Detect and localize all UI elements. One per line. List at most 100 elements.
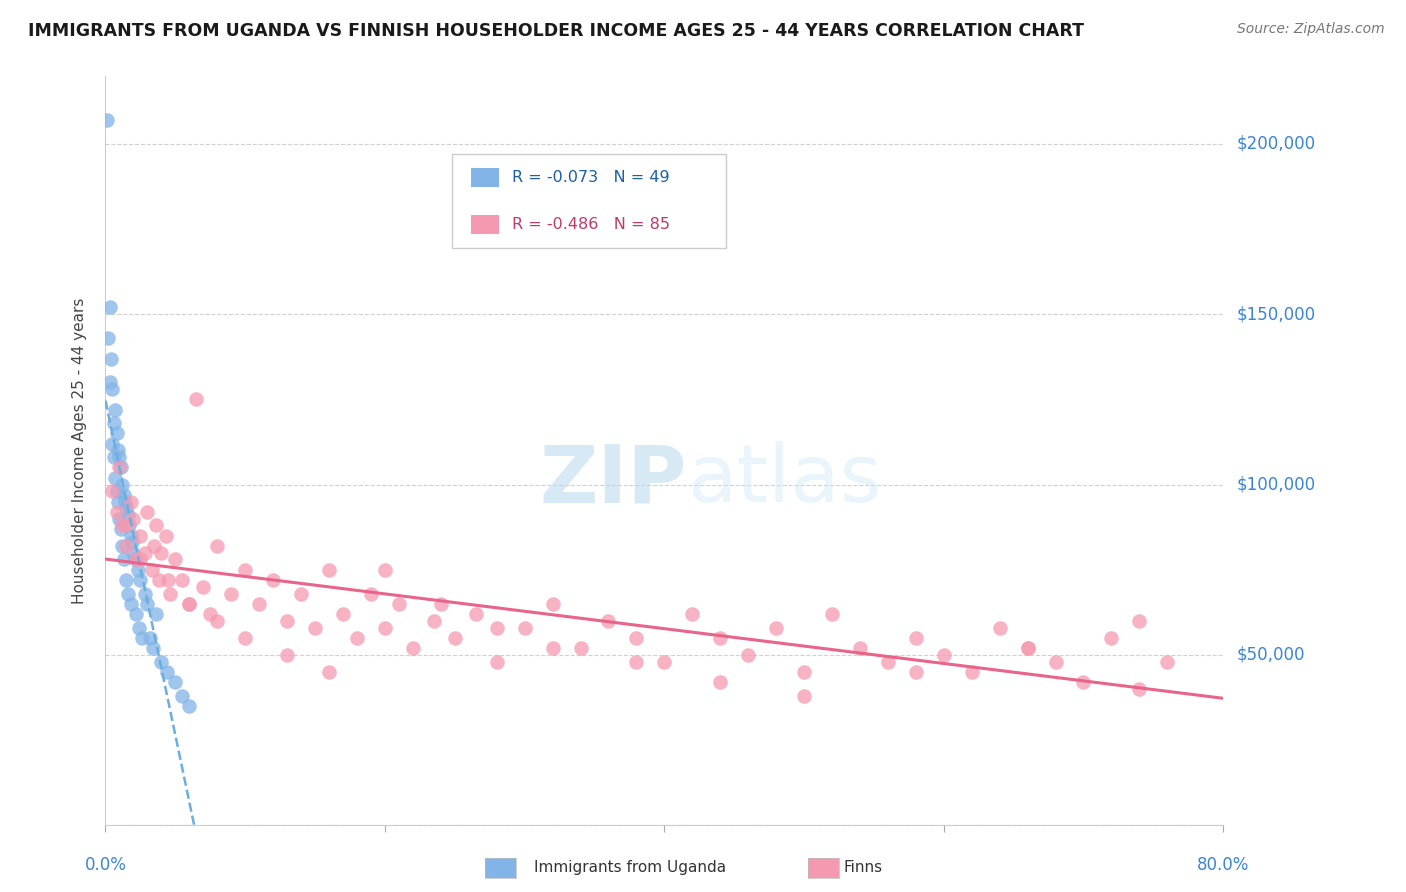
Point bbox=[207, 539, 229, 553]
Point bbox=[988, 621, 1011, 635]
Point bbox=[318, 563, 340, 577]
Point bbox=[402, 640, 425, 655]
Point bbox=[129, 528, 152, 542]
Point bbox=[207, 614, 229, 628]
Text: Finns: Finns bbox=[844, 860, 883, 874]
Text: atlas: atlas bbox=[686, 442, 882, 519]
Point bbox=[1017, 640, 1039, 655]
Point bbox=[115, 518, 138, 533]
Point bbox=[103, 416, 125, 430]
Point bbox=[150, 655, 173, 669]
FancyBboxPatch shape bbox=[471, 215, 499, 234]
Text: Immigrants from Uganda: Immigrants from Uganda bbox=[534, 860, 727, 874]
Point bbox=[904, 631, 927, 645]
Point bbox=[101, 382, 124, 396]
Point bbox=[142, 640, 165, 655]
Point bbox=[111, 539, 134, 553]
Point bbox=[1099, 631, 1122, 645]
Point bbox=[709, 675, 731, 690]
Point bbox=[877, 655, 900, 669]
Point bbox=[793, 665, 815, 679]
Point bbox=[127, 563, 149, 577]
Point bbox=[96, 113, 118, 128]
Point bbox=[128, 621, 150, 635]
Text: IMMIGRANTS FROM UGANDA VS FINNISH HOUSEHOLDER INCOME AGES 25 - 44 YEARS CORRELAT: IMMIGRANTS FROM UGANDA VS FINNISH HOUSEH… bbox=[28, 22, 1084, 40]
Point bbox=[122, 546, 145, 560]
Point bbox=[233, 563, 256, 577]
Point bbox=[150, 546, 173, 560]
Text: ZIP: ZIP bbox=[540, 442, 686, 519]
Point bbox=[108, 460, 131, 475]
Text: 80.0%: 80.0% bbox=[1197, 855, 1250, 873]
Point bbox=[374, 621, 396, 635]
Point bbox=[247, 597, 270, 611]
Text: $200,000: $200,000 bbox=[1237, 135, 1316, 153]
Point bbox=[304, 621, 326, 635]
Text: $50,000: $50,000 bbox=[1237, 646, 1306, 664]
Point bbox=[110, 460, 132, 475]
Point bbox=[107, 443, 129, 458]
Point bbox=[960, 665, 983, 679]
Point bbox=[98, 301, 121, 315]
Point bbox=[374, 563, 396, 577]
Point bbox=[179, 597, 201, 611]
Point bbox=[125, 607, 148, 621]
Point bbox=[108, 450, 131, 465]
Point bbox=[110, 522, 132, 536]
FancyBboxPatch shape bbox=[451, 154, 725, 248]
Point bbox=[290, 586, 312, 600]
Point bbox=[849, 640, 872, 655]
Point bbox=[104, 402, 127, 417]
Point bbox=[118, 518, 141, 533]
Point bbox=[932, 648, 955, 662]
Text: Source: ZipAtlas.com: Source: ZipAtlas.com bbox=[1237, 22, 1385, 37]
Point bbox=[1045, 655, 1067, 669]
Point bbox=[103, 450, 125, 465]
Point bbox=[105, 505, 128, 519]
Point bbox=[569, 640, 592, 655]
Point bbox=[125, 552, 148, 566]
Point bbox=[136, 597, 159, 611]
Point bbox=[156, 665, 179, 679]
Point bbox=[101, 436, 124, 450]
Point bbox=[117, 508, 139, 523]
Point bbox=[1128, 681, 1150, 696]
Point bbox=[120, 494, 142, 508]
Point bbox=[129, 573, 152, 587]
Point bbox=[200, 607, 222, 621]
Point bbox=[388, 597, 411, 611]
Point bbox=[485, 621, 508, 635]
Point bbox=[105, 484, 128, 499]
Point bbox=[332, 607, 354, 621]
Point bbox=[112, 488, 135, 502]
Point bbox=[101, 484, 124, 499]
Point bbox=[105, 426, 128, 441]
Point bbox=[165, 552, 187, 566]
Point bbox=[136, 505, 159, 519]
Point bbox=[346, 631, 368, 645]
Point bbox=[318, 665, 340, 679]
Point bbox=[626, 631, 648, 645]
Point bbox=[464, 607, 486, 621]
Point bbox=[141, 563, 163, 577]
Point bbox=[115, 573, 138, 587]
Point bbox=[134, 586, 156, 600]
Point bbox=[145, 607, 167, 621]
Point bbox=[904, 665, 927, 679]
Point bbox=[443, 631, 465, 645]
Point bbox=[598, 614, 620, 628]
Point bbox=[1017, 640, 1039, 655]
Text: R = -0.073   N = 49: R = -0.073 N = 49 bbox=[512, 169, 669, 185]
Point bbox=[129, 552, 152, 566]
Point bbox=[104, 471, 127, 485]
Point bbox=[131, 631, 153, 645]
Text: 0.0%: 0.0% bbox=[84, 855, 127, 873]
Y-axis label: Householder Income Ages 25 - 44 years: Householder Income Ages 25 - 44 years bbox=[72, 297, 87, 604]
Point bbox=[485, 655, 508, 669]
Text: $150,000: $150,000 bbox=[1237, 305, 1316, 323]
Point bbox=[134, 546, 156, 560]
Point bbox=[430, 597, 453, 611]
Point bbox=[513, 621, 536, 635]
Point bbox=[262, 573, 284, 587]
Point bbox=[821, 607, 844, 621]
